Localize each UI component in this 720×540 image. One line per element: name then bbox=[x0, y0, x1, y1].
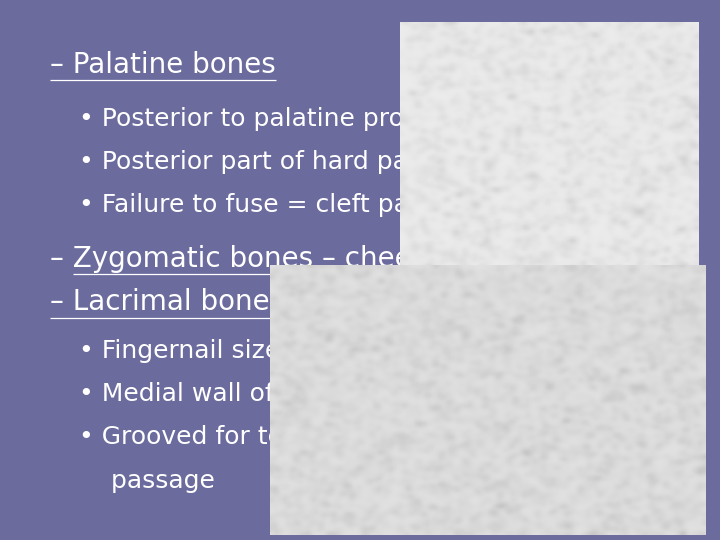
Text: – Zygomatic bones – cheekbones: – Zygomatic bones – cheekbones bbox=[50, 245, 512, 273]
Text: – Palatine bones: – Palatine bones bbox=[50, 51, 276, 79]
Text: • Medial wall of orbit: • Medial wall of orbit bbox=[79, 382, 340, 406]
Text: • Posterior part of hard palate: • Posterior part of hard palate bbox=[79, 150, 456, 174]
Text: – Lacrimal bones: – Lacrimal bones bbox=[50, 288, 284, 316]
Text: • Failure to fuse = cleft palate: • Failure to fuse = cleft palate bbox=[79, 193, 456, 217]
Text: – Zygomatic bones: – Zygomatic bones bbox=[50, 245, 313, 273]
Text: passage: passage bbox=[79, 469, 215, 492]
Text: • Fingernail size: • Fingernail size bbox=[79, 339, 281, 363]
Text: • Posterior to palatine processes: • Posterior to palatine processes bbox=[79, 107, 488, 131]
Text: • Grooved for tear: • Grooved for tear bbox=[79, 426, 309, 449]
Text: –: – bbox=[50, 245, 73, 273]
